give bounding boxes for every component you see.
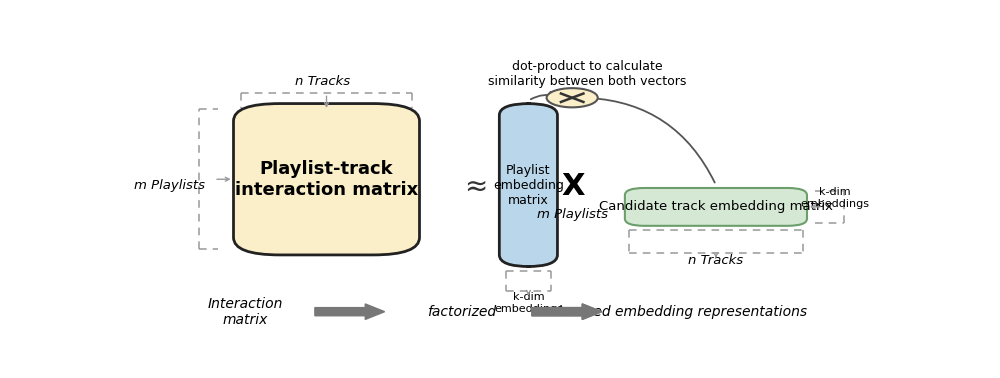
Text: learned embedding representations: learned embedding representations [558, 305, 808, 319]
FancyArrow shape [532, 304, 602, 319]
FancyBboxPatch shape [234, 104, 420, 255]
Text: m Playlists: m Playlists [537, 208, 608, 221]
Text: n Tracks: n Tracks [688, 254, 743, 267]
Text: X: X [561, 172, 585, 201]
FancyBboxPatch shape [625, 188, 807, 226]
Text: k-dim
embeddings: k-dim embeddings [800, 187, 869, 209]
FancyArrow shape [532, 304, 602, 319]
Text: m Playlists: m Playlists [134, 178, 205, 192]
Text: n Tracks: n Tracks [295, 75, 350, 88]
Text: Candidate track embedding matrix: Candidate track embedding matrix [599, 200, 833, 214]
Text: Playlist-track
interaction matrix: Playlist-track interaction matrix [235, 160, 418, 199]
Text: factorized: factorized [428, 305, 497, 319]
Text: Interaction
matrix: Interaction matrix [207, 297, 283, 327]
Text: Playlist
embedding
matrix: Playlist embedding matrix [493, 164, 564, 206]
Text: k-dim
embeddings: k-dim embeddings [494, 292, 563, 314]
Circle shape [547, 88, 598, 107]
Text: ≈: ≈ [464, 172, 487, 200]
FancyBboxPatch shape [499, 104, 557, 266]
Text: dot-product to calculate
similarity between both vectors: dot-product to calculate similarity betw… [488, 60, 687, 88]
FancyArrow shape [315, 304, 385, 319]
